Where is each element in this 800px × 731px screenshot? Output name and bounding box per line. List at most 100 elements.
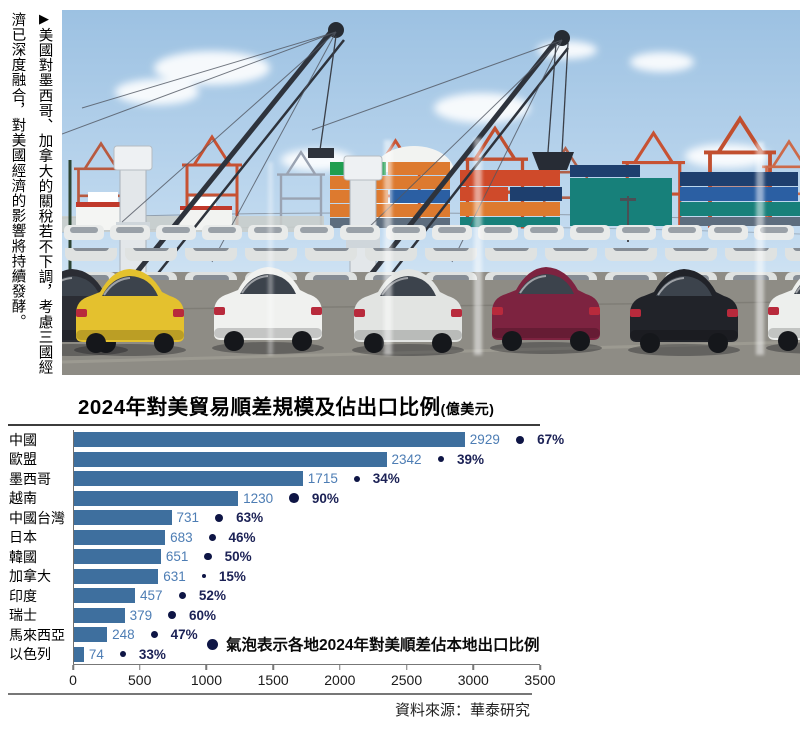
table-row: 印度 457 52% (0, 586, 580, 606)
car-row-far (62, 224, 800, 250)
percent-label: 52% (198, 588, 226, 604)
category-label: 墨西哥 (9, 470, 51, 487)
table-row: 中國 2929 67% (0, 430, 580, 450)
caption-text: 美國對墨西哥、加拿大的關稅若不下調，考慮三國經濟已深度融合，對美國經濟的影響將持… (9, 12, 53, 375)
x-axis-tick (539, 665, 541, 670)
photo-caption-text-block: ▶美國對墨西哥、加拿大的關稅若不下調，考慮三國經濟已深度融合，對美國經濟的影響將… (4, 12, 59, 387)
plot-cell: 1230 90% (73, 488, 580, 508)
bubble (215, 513, 224, 522)
plot-cell: 1715 34% (73, 469, 580, 489)
bar (74, 568, 159, 584)
port-photo (62, 10, 800, 375)
bubble (353, 475, 360, 482)
category-label: 韓國 (9, 548, 37, 565)
bar (74, 471, 303, 487)
category-label: 越南 (9, 490, 37, 507)
plot-cell: 248 47% (73, 625, 580, 645)
x-axis-tick (205, 665, 208, 670)
plot-cell: 651 50% (73, 547, 580, 567)
bar (74, 549, 161, 565)
bubble (208, 533, 216, 541)
value-label: 1715 (307, 471, 338, 487)
table-row: 中國台灣 731 63% (0, 508, 580, 528)
plot-cell: 731 63% (73, 508, 580, 528)
value-label: 2342 (391, 451, 422, 467)
bar (74, 607, 125, 623)
category-label: 中國台灣 (9, 509, 65, 526)
x-axis-tick (72, 665, 74, 670)
table-row: 瑞士 379 60% (0, 605, 580, 625)
percent-label: 15% (218, 568, 246, 584)
value-label: 74 (88, 646, 104, 662)
percent-label: 63% (236, 510, 264, 526)
table-row: 墨西哥 1715 34% (0, 469, 580, 489)
bar (74, 627, 108, 643)
bubble (119, 651, 126, 658)
plot-cell: 2342 39% (73, 449, 580, 469)
category-label: 印度 (9, 587, 37, 604)
table-row: 以色列 74 33% (0, 644, 580, 664)
category-label: 日本 (9, 529, 37, 546)
bottom-divider (8, 693, 532, 695)
category-label: 馬來西亞 (9, 626, 65, 643)
bubble (201, 574, 206, 579)
plot-cell: 457 52% (73, 586, 580, 606)
port-photo-illustration (62, 10, 800, 375)
bubble (515, 435, 525, 444)
percent-label: 47% (170, 627, 198, 643)
x-axis-tick (405, 665, 408, 670)
category-label: 加拿大 (9, 568, 51, 585)
plot-cell: 379 60% (73, 605, 580, 625)
chart-rows: 中國 2929 67% 歐盟 2342 39% 墨西哥 1715 34% 越南 1230 90% 中國台… (0, 430, 580, 664)
category-label: 瑞士 (9, 607, 37, 624)
percent-label: 33% (138, 646, 166, 662)
bubble (178, 592, 186, 600)
value-label: 731 (176, 510, 200, 526)
x-axis-tick-label: 1500 (257, 672, 289, 688)
x-axis-tick (272, 665, 274, 670)
category-label: 以色列 (9, 646, 51, 663)
plot-cell: 2929 67% (73, 430, 580, 450)
plot-cell: 74 33% (73, 644, 580, 664)
x-axis: 0 500 1000 1500 2000 2500 3000 3500 (69, 664, 556, 691)
value-label: 2929 (469, 432, 500, 448)
table-row: 日本 683 46% (0, 527, 580, 547)
table-row: 加拿大 631 15% (0, 566, 580, 586)
x-axis-tick-label: 2500 (390, 672, 423, 688)
x-axis-tick-label: 0 (69, 672, 77, 688)
bubble (168, 611, 177, 620)
x-axis-tick-label: 3000 (457, 672, 489, 688)
percent-label: 50% (224, 549, 252, 565)
value-label: 651 (165, 549, 189, 565)
bubble (204, 553, 212, 561)
bar (74, 529, 166, 545)
source-credit: 資料來源：華泰研究 (394, 702, 530, 719)
x-axis-tick (138, 665, 141, 670)
value-label: 683 (170, 529, 193, 545)
bubble-legend-icon (207, 638, 218, 650)
value-label: 631 (163, 568, 186, 584)
caption-marker: ▶ (37, 12, 53, 28)
chart-title-text: 2024年對美貿易順差規模及佔出口比例 (78, 396, 441, 419)
chart-title: 2024年對美貿易順差規模及佔出口比例(億美元) (78, 390, 494, 420)
percent-label: 39% (456, 451, 484, 467)
percent-label: 67% (537, 432, 565, 448)
bubble (150, 631, 158, 639)
table-row: 馬來西亞 248 47% (0, 625, 580, 645)
x-axis-tick-label: 1000 (190, 672, 222, 688)
bar (74, 490, 239, 506)
bar (74, 646, 84, 662)
x-axis-tick (339, 665, 341, 670)
table-row: 歐盟 2342 39% (0, 449, 580, 469)
chart-legend: 氣泡表示各地2024年對美順差佔本地出口比例 (207, 633, 539, 655)
bubble (437, 456, 444, 463)
x-axis-tick (472, 665, 475, 670)
bar (74, 432, 465, 448)
bar-chart: 中國 2929 67% 歐盟 2342 39% 墨西哥 1715 34% 越南 1230 90% 中國台… (0, 430, 580, 688)
value-label: 248 (112, 627, 135, 643)
value-label: 457 (140, 588, 163, 604)
title-divider (8, 424, 540, 426)
value-label: 1230 (243, 490, 274, 506)
percent-label: 90% (311, 490, 339, 506)
